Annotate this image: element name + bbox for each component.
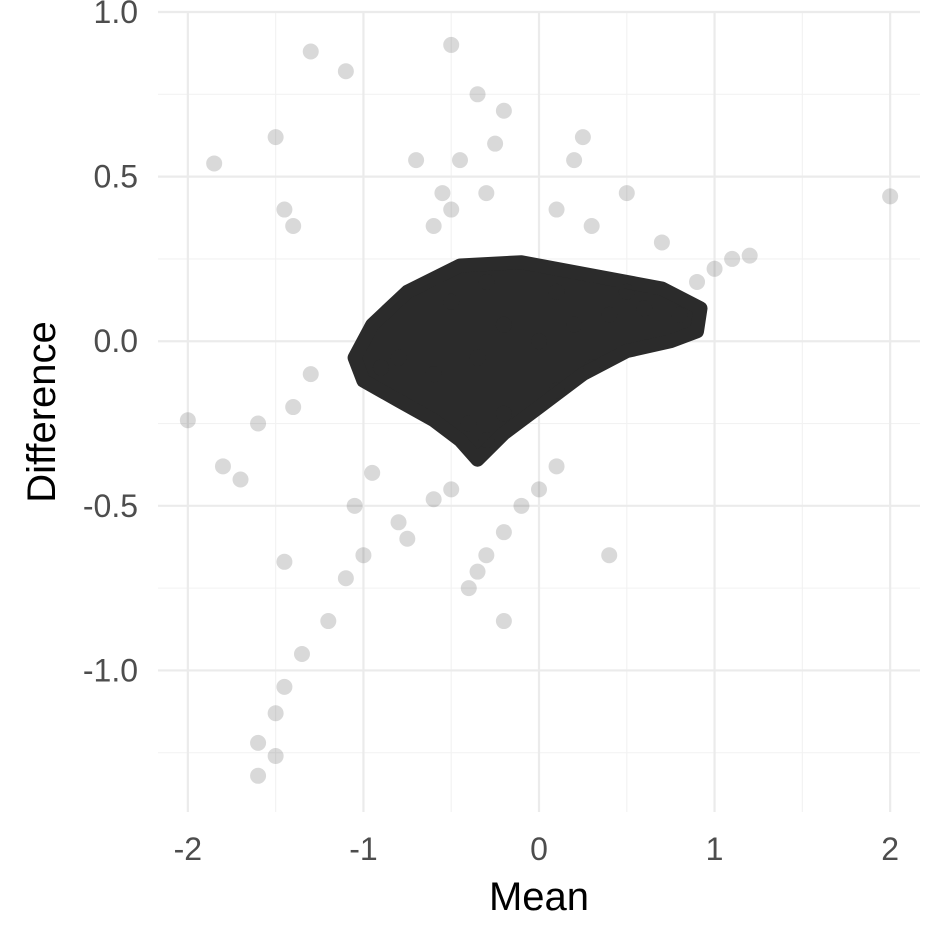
data-point [478, 185, 495, 202]
data-point [293, 645, 310, 662]
data-point [636, 300, 653, 317]
y-tick-label: 0.0 [94, 323, 138, 359]
data-point [548, 201, 565, 218]
y-tick-label: 0.5 [94, 159, 138, 195]
data-point [724, 250, 741, 267]
data-point [267, 748, 284, 765]
data-point [320, 613, 337, 630]
y-axis-title: Difference [20, 321, 64, 503]
data-point [267, 129, 284, 146]
data-point [443, 36, 460, 53]
x-tick-label: 1 [706, 831, 724, 867]
data-point [618, 283, 635, 300]
data-point [443, 201, 460, 218]
data-point [487, 135, 504, 152]
data-point [653, 234, 670, 251]
data-point [285, 399, 302, 416]
data-point [337, 570, 354, 587]
data-point [276, 201, 293, 218]
data-point [206, 155, 223, 172]
data-point [460, 415, 477, 432]
data-point [408, 152, 425, 169]
data-point [451, 152, 468, 169]
data-point [601, 306, 618, 323]
data-point [478, 273, 495, 290]
tick-labels: -2 -1 0 1 2 -1.0 -0.5 0.0 0.5 1.0 [83, 0, 899, 867]
data-point [276, 678, 293, 695]
data-point [513, 497, 530, 514]
data-point [566, 152, 583, 169]
data-point [469, 349, 486, 366]
data-point [531, 333, 547, 350]
data-point [250, 734, 267, 751]
y-tick-label: 1.0 [94, 0, 138, 30]
data-point [337, 63, 354, 80]
data-point [566, 316, 583, 333]
data-point [601, 547, 618, 564]
data-point [250, 767, 267, 784]
data-point [583, 217, 600, 234]
data-point [469, 86, 486, 103]
data-point [302, 43, 319, 60]
data-point [618, 185, 635, 202]
data-point [443, 293, 460, 310]
data-point [689, 273, 706, 290]
x-axis-title: Mean [489, 875, 589, 919]
dense-point-cloud [347, 255, 708, 467]
data-point [179, 412, 196, 429]
data-point [372, 359, 389, 376]
data-point [574, 129, 591, 146]
data-point [495, 613, 512, 630]
x-tick-label: 0 [530, 831, 548, 867]
data-point [302, 366, 319, 383]
data-point [434, 185, 451, 202]
data-point [531, 481, 547, 498]
data-point [425, 217, 442, 234]
data-point [548, 382, 565, 399]
data-point [267, 705, 284, 722]
data-point [355, 547, 372, 564]
data-point [232, 471, 249, 488]
data-point [276, 553, 293, 570]
data-point [495, 524, 512, 541]
data-point [478, 547, 495, 564]
data-point [285, 217, 302, 234]
data-point [583, 359, 600, 376]
x-tick-label: -1 [349, 831, 377, 867]
data-point [390, 514, 407, 531]
data-point [706, 260, 723, 277]
data-point [346, 497, 363, 514]
x-tick-label: 2 [881, 831, 899, 867]
data-point [390, 349, 407, 366]
data-point [548, 458, 565, 475]
y-tick-label: -1.0 [83, 652, 138, 688]
data-point [364, 464, 381, 481]
data-point [741, 247, 758, 264]
y-tick-label: -0.5 [83, 488, 138, 524]
x-tick-label: -2 [174, 831, 202, 867]
data-point [214, 458, 231, 475]
data-point [548, 283, 565, 300]
data-point [495, 316, 512, 333]
data-point [495, 405, 512, 422]
data-point [469, 563, 486, 580]
data-point [250, 415, 267, 432]
data-point [460, 580, 477, 597]
data-point [882, 188, 899, 205]
data-point [425, 366, 442, 383]
data-point [443, 481, 460, 498]
data-point [425, 491, 442, 508]
data-point [671, 306, 688, 323]
data-point [478, 431, 495, 448]
data-point [495, 102, 512, 119]
data-point [399, 530, 416, 547]
points-layer [179, 36, 899, 784]
